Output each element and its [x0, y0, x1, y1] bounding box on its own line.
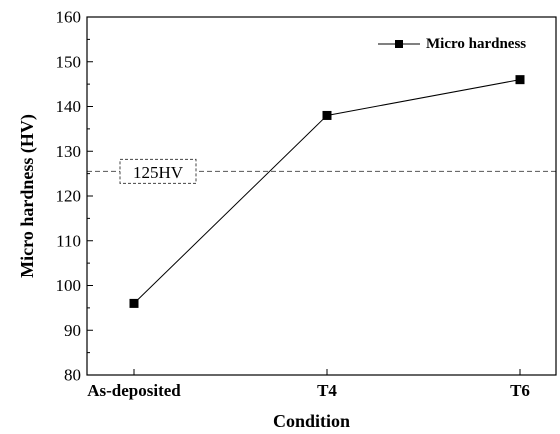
reference-label-box [119, 158, 197, 184]
y-tick-label: 150 [56, 52, 82, 71]
legend-label: Micro hardness [426, 36, 526, 52]
data-point [515, 75, 525, 85]
x-tick-label: T6 [510, 381, 530, 400]
y-axis-ticks: 80 90 100 110 120 130 140 150 160 [56, 8, 93, 385]
x-tick-label: T4 [317, 381, 337, 400]
y-tick-label: 120 [56, 187, 82, 206]
series-group [129, 75, 525, 308]
plot-frame [86, 16, 557, 376]
data-point [129, 298, 139, 308]
x-axis-title: Condition [273, 411, 350, 431]
y-tick-label: 140 [56, 97, 82, 116]
y-tick-label: 100 [56, 276, 82, 295]
legend-marker [395, 40, 403, 48]
reference-label: 125HV [133, 163, 184, 182]
reference-line-group: 125HV [87, 158, 556, 184]
y-tick-label: 80 [64, 366, 81, 385]
y-tick-label: 130 [56, 142, 82, 161]
x-axis-ticks: As-deposited T4 T6 [87, 369, 530, 400]
y-axis-title: Micro hardness (HV) [17, 114, 38, 278]
data-point [322, 110, 332, 120]
legend: Micro hardness [378, 36, 526, 52]
x-tick-label: As-deposited [87, 381, 181, 400]
y-tick-label: 160 [56, 8, 82, 27]
y-tick-label: 110 [56, 231, 81, 250]
y-tick-label: 90 [64, 321, 81, 340]
